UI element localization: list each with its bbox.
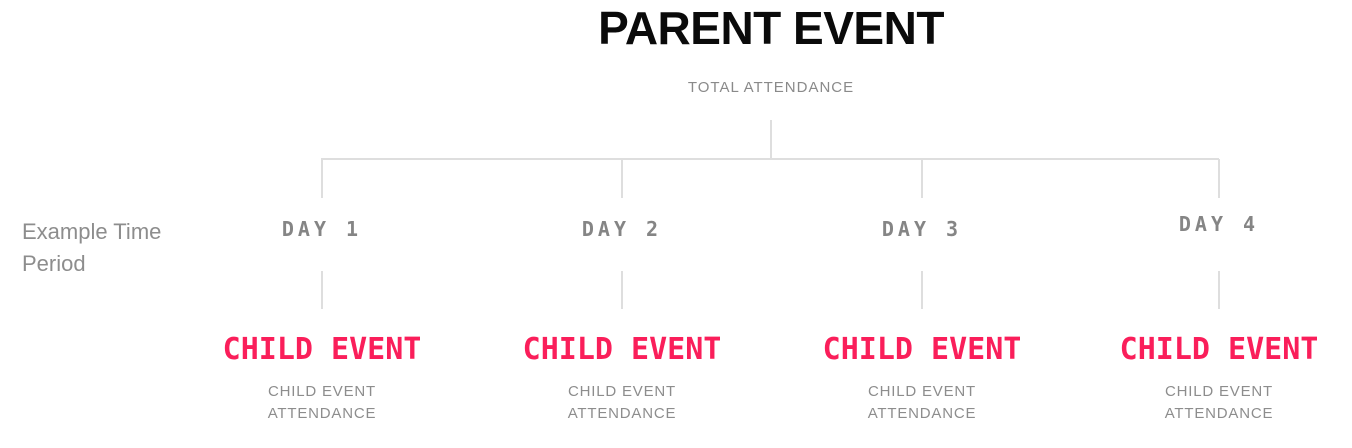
attendance-caption-line2: ATTENDANCE [1164,405,1274,422]
day-column-4: DAY 4 CHILD EVENT CHILD EVENT ATTENDANCE [1069,0,1352,448]
child-event-2-attendance-caption: CHILD EVENT ATTENDANCE [472,381,772,425]
connector-drop-day-3 [921,159,923,198]
day-3-label: DAY 3 [881,217,963,241]
day-4-label: DAY 4 [1178,212,1260,236]
time-period-label-line1: Example Time [22,219,162,244]
connector-drop-day-1 [321,159,323,198]
attendance-caption-line1: CHILD EVENT [868,383,976,400]
child-event-3-attendance-caption: CHILD EVENT ATTENDANCE [772,381,1072,425]
connector-trunk [770,120,772,159]
time-period-label-line2: Period [22,251,86,276]
day-1-label: DAY 1 [281,217,363,241]
attendance-caption-line1: CHILD EVENT [268,383,376,400]
child-event-4-attendance-caption: CHILD EVENT ATTENDANCE [1069,381,1352,425]
connector-crossbar [321,158,1219,160]
connector-drop-child-1 [321,271,323,309]
connector-drop-day-4 [1218,159,1220,198]
day-column-1: DAY 1 CHILD EVENT CHILD EVENT ATTENDANCE [172,0,472,448]
day-column-2: DAY 2 CHILD EVENT CHILD EVENT ATTENDANCE [472,0,772,448]
connector-drop-child-4 [1218,271,1220,309]
child-event-1-attendance-caption: CHILD EVENT ATTENDANCE [172,381,472,425]
child-event-3-label: CHILD EVENT [822,332,1022,367]
attendance-caption-line1: CHILD EVENT [1165,383,1273,400]
day-2-label: DAY 2 [581,217,663,241]
attendance-caption-line2: ATTENDANCE [267,405,377,422]
child-event-4-label: CHILD EVENT [1119,332,1319,367]
page-title: PARENT EVENT [598,2,944,54]
attendance-caption-line2: ATTENDANCE [567,405,677,422]
attendance-caption-line2: ATTENDANCE [867,405,977,422]
child-event-2-label: CHILD EVENT [522,332,722,367]
connector-drop-child-2 [621,271,623,309]
child-event-1-label: CHILD EVENT [222,332,422,367]
total-attendance-label: TOTAL ATTENDANCE [687,79,855,96]
connector-drop-child-3 [921,271,923,309]
day-column-3: DAY 3 CHILD EVENT CHILD EVENT ATTENDANCE [772,0,1072,448]
time-period-label: Example Time Period [22,216,161,280]
connector-drop-day-2 [621,159,623,198]
attendance-caption-line1: CHILD EVENT [568,383,676,400]
